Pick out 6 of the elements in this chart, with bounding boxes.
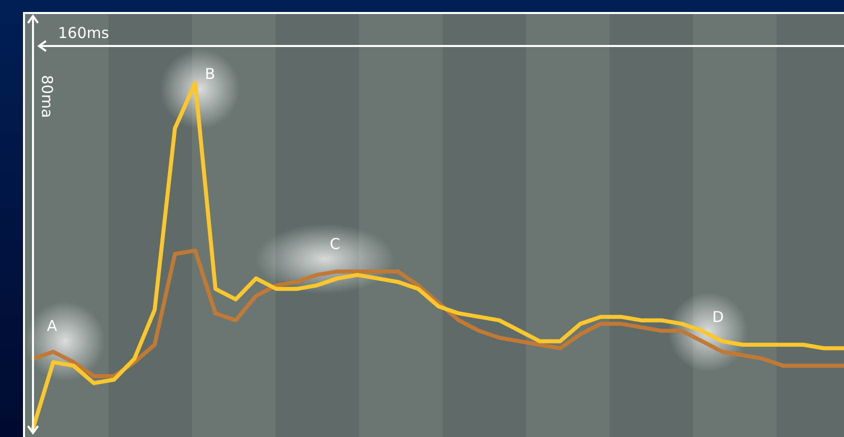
annotation: A (46, 317, 58, 336)
x-axis-title: 160ms (58, 24, 110, 42)
annotation: B (204, 65, 216, 84)
annotation: D (712, 308, 724, 326)
y-axis-title: 80ma (38, 75, 56, 118)
annotation: C (330, 235, 340, 254)
